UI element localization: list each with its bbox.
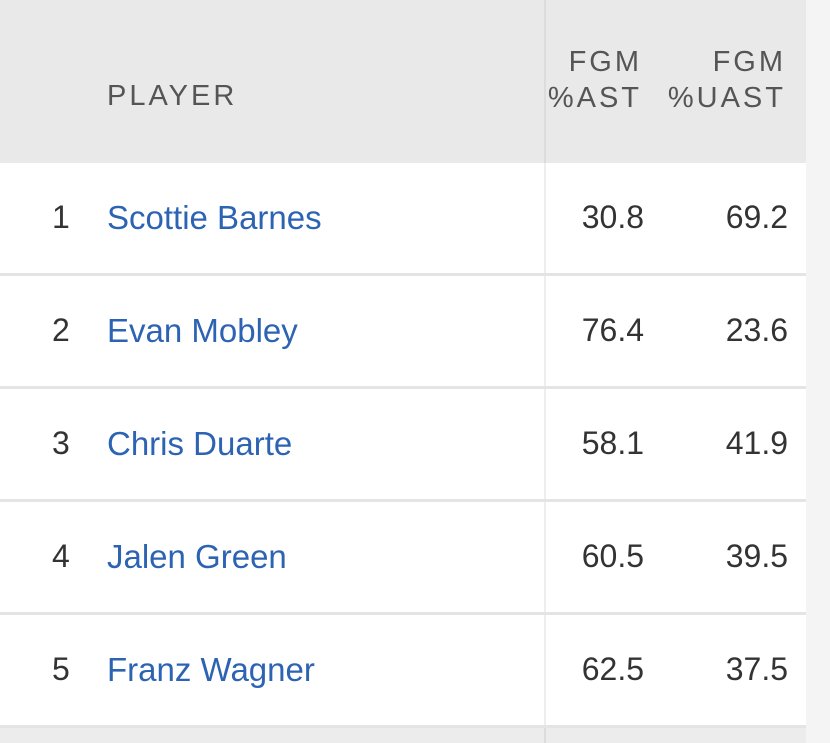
row-rank: 5 bbox=[52, 651, 70, 687]
table-footer bbox=[0, 728, 806, 743]
stats-table: PLAYER FGM %AST FGM %UAST 1 Scottie Barn… bbox=[0, 0, 806, 743]
player-link[interactable]: Chris Duarte bbox=[107, 425, 293, 462]
column-divider bbox=[544, 615, 546, 725]
column-divider bbox=[544, 728, 546, 743]
fgm-ast-value: 30.8 bbox=[581, 199, 644, 235]
header-fgm-ast[interactable]: FGM %AST bbox=[548, 44, 642, 116]
row-rank: 2 bbox=[52, 312, 70, 348]
table-row: 2 Evan Mobley 76.4 23.6 bbox=[0, 276, 806, 389]
player-link[interactable]: Scottie Barnes bbox=[107, 199, 322, 236]
header-fgm-uast-line2: %UAST bbox=[667, 82, 786, 114]
header-fgm-ast-line1: FGM bbox=[568, 46, 642, 78]
player-link[interactable]: Evan Mobley bbox=[107, 312, 298, 349]
table-header: PLAYER FGM %AST FGM %UAST bbox=[0, 0, 806, 163]
table-row: 4 Jalen Green 60.5 39.5 bbox=[0, 502, 806, 615]
column-divider bbox=[544, 163, 546, 273]
fgm-uast-value: 41.9 bbox=[725, 425, 788, 461]
row-rank: 1 bbox=[52, 199, 70, 235]
player-link[interactable]: Jalen Green bbox=[107, 538, 287, 575]
header-fgm-ast-line2: %AST bbox=[547, 82, 642, 114]
column-divider bbox=[544, 502, 546, 612]
header-fgm-uast-line1: FGM bbox=[712, 46, 786, 78]
table-row: 3 Chris Duarte 58.1 41.9 bbox=[0, 389, 806, 502]
row-rank: 3 bbox=[52, 425, 70, 461]
row-rank: 4 bbox=[52, 538, 70, 574]
fgm-ast-value: 60.5 bbox=[581, 538, 644, 574]
fgm-ast-value: 58.1 bbox=[581, 425, 644, 461]
column-divider bbox=[544, 276, 546, 386]
fgm-ast-value: 76.4 bbox=[581, 312, 644, 348]
player-link[interactable]: Franz Wagner bbox=[107, 651, 315, 688]
fgm-uast-value: 39.5 bbox=[725, 538, 788, 574]
fgm-uast-value: 37.5 bbox=[725, 651, 788, 687]
header-fgm-uast[interactable]: FGM %UAST bbox=[668, 44, 786, 116]
table-row: 5 Franz Wagner 62.5 37.5 bbox=[0, 615, 806, 728]
page-edge bbox=[806, 0, 830, 743]
column-divider bbox=[544, 389, 546, 499]
fgm-uast-value: 23.6 bbox=[725, 312, 788, 348]
header-player[interactable]: PLAYER bbox=[107, 80, 238, 112]
fgm-ast-value: 62.5 bbox=[581, 651, 644, 687]
table-row: 1 Scottie Barnes 30.8 69.2 bbox=[0, 163, 806, 276]
fgm-uast-value: 69.2 bbox=[725, 199, 788, 235]
column-divider bbox=[544, 0, 546, 163]
